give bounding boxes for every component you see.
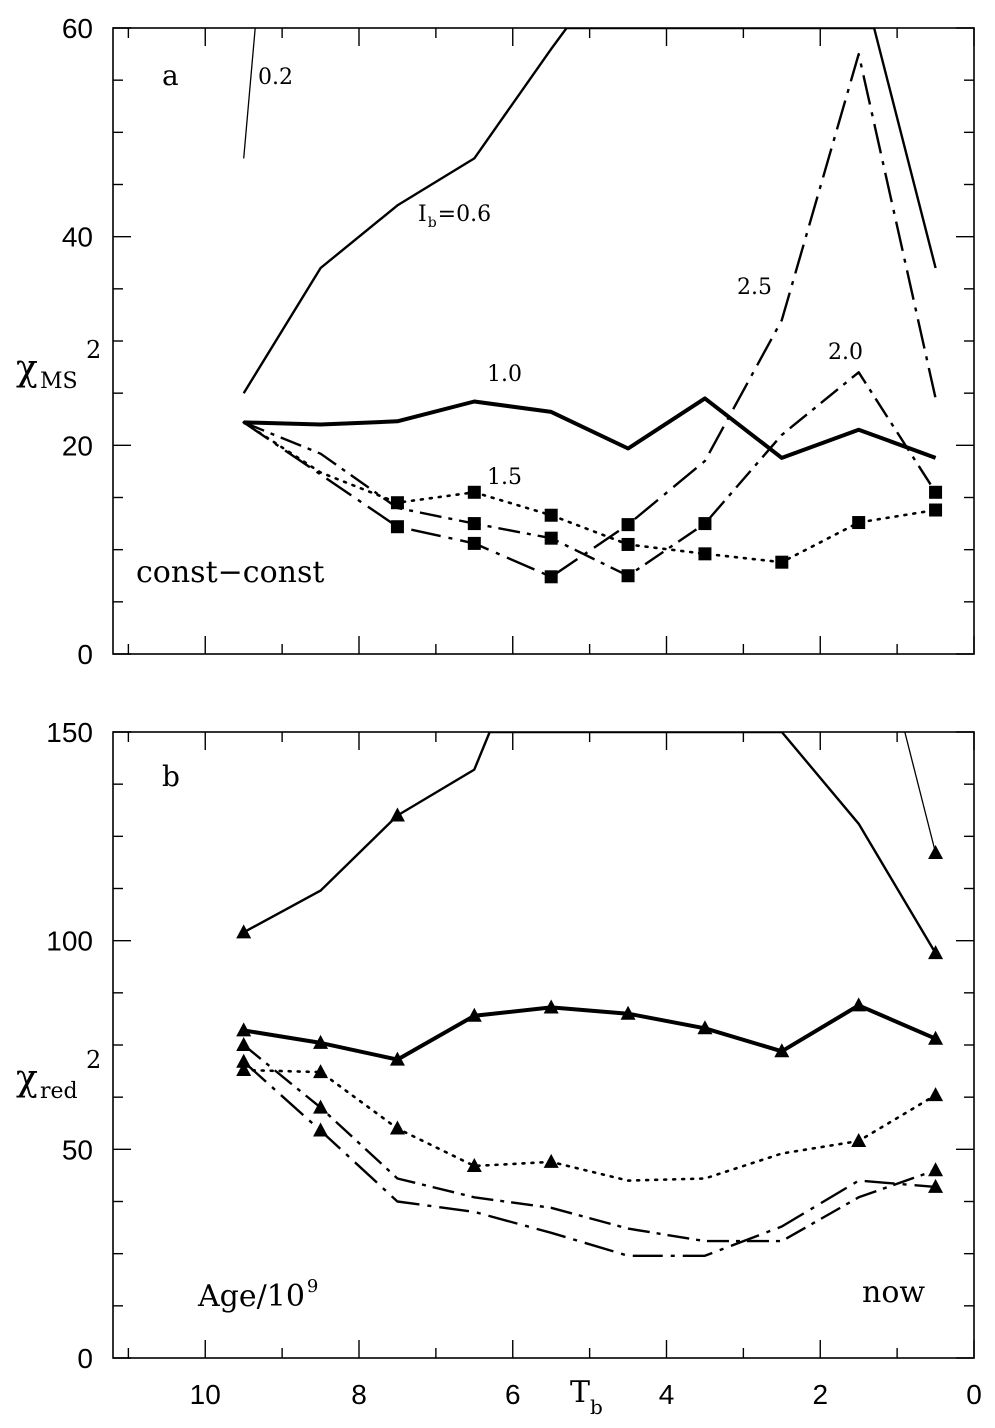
panel-label: a: [162, 59, 179, 92]
annotation-superscript: 9: [307, 1276, 318, 1297]
panel-label: b: [162, 760, 180, 793]
data-point-triangle: [313, 1034, 329, 1049]
y-tick-label: 60: [62, 13, 93, 44]
data-point-triangle: [697, 1020, 713, 1035]
y-tick-label: 40: [62, 222, 93, 253]
series-line-dashed: [242, 1044, 936, 1243]
y-axis-label-main: χ: [16, 1058, 38, 1099]
panel-a: 0 20 40 60 a χ MS 2 const−const 0.2 I b =0.6 1.0 1.5 2.…: [16, 13, 975, 670]
y-axis-label-sub: red: [40, 1079, 78, 1104]
series-line-solid: [243, 732, 937, 954]
series-line-dash-dot: [242, 1060, 936, 1258]
data-point-square: [390, 520, 404, 534]
data-point-triangle: [851, 997, 867, 1012]
data-point-square: [621, 569, 635, 583]
annotation-subscript: b: [428, 215, 437, 231]
data-point-square: [929, 485, 943, 499]
data-point-triangle: [389, 807, 405, 822]
data-point-square: [544, 570, 558, 584]
x-axis-label-main: T: [570, 1375, 590, 1410]
data-point-square: [698, 547, 712, 561]
data-point-triangle: [313, 1099, 329, 1114]
data-point-triangle: [236, 1037, 252, 1051]
data-point-square: [544, 508, 558, 522]
series-line-thin: [904, 732, 937, 854]
data-point-square: [852, 516, 866, 530]
x-axis-label-sub: b: [590, 1395, 603, 1419]
x-tick-label: 2: [812, 1379, 828, 1410]
series-group: [242, 732, 937, 1258]
x-tick-label: 10: [190, 1379, 221, 1410]
annotation-label: 2.0: [828, 340, 863, 365]
data-point-triangle: [466, 1158, 482, 1173]
annotation-label: 1.5: [487, 465, 522, 490]
annotation-label: 1.0: [487, 362, 522, 387]
panel-b: 0 50 100 150 10 8 6 4 2 0 b χ red 2 T b Age/10 9 now: [16, 717, 982, 1419]
data-point-square: [467, 485, 481, 499]
data-point-triangle: [543, 1153, 559, 1168]
series-group: [242, 28, 937, 578]
data-point-triangle: [466, 1007, 482, 1022]
data-point-triangle: [928, 1162, 944, 1177]
y-axis-label-sup: 2: [86, 336, 101, 364]
annotation-label: 0.2: [258, 65, 293, 90]
data-point-triangle: [928, 945, 944, 960]
data-point-triangle: [313, 1122, 329, 1137]
data-point-triangle: [236, 924, 252, 939]
data-point-triangle: [236, 1022, 252, 1037]
data-point-square: [390, 496, 404, 510]
data-point-triangle: [313, 1064, 329, 1079]
data-point-triangle: [389, 1120, 405, 1135]
x-tick-label: 4: [659, 1379, 675, 1410]
series-line-dash-dot: [243, 52, 937, 578]
data-point-triangle: [236, 1053, 252, 1068]
x-tick-label: 8: [351, 1379, 367, 1410]
data-point-triangle: [851, 1132, 867, 1147]
data-point-square: [621, 537, 635, 551]
data-point-triangle: [928, 845, 944, 860]
data-point-triangle: [928, 1178, 944, 1193]
y-tick-label: 0: [77, 1343, 93, 1374]
y-tick-label: 20: [62, 430, 93, 461]
data-point-triangle: [774, 1043, 790, 1058]
data-point-square: [467, 517, 481, 531]
series-line-dotted: [242, 1068, 937, 1182]
x-tick-label: 6: [505, 1379, 521, 1410]
x-tick-label: 0: [966, 1379, 982, 1410]
y-axis-label-sub: MS: [40, 369, 78, 394]
y-tick-label: 150: [46, 717, 93, 748]
y-tick-label: 0: [77, 639, 93, 670]
data-point-square: [544, 531, 558, 545]
data-point-triangle: [389, 1051, 405, 1066]
data-point-square: [698, 517, 712, 531]
data-point-square: [929, 503, 943, 517]
annotation-label: Age/10: [197, 1279, 305, 1314]
y-axis-label-sup: 2: [86, 1046, 101, 1074]
annotation-label: now: [862, 1275, 925, 1310]
data-point-square: [621, 518, 635, 532]
series-line-thick: [243, 1003, 937, 1062]
data-point-triangle: [236, 1062, 252, 1077]
series-line-solid: [242, 28, 937, 394]
data-point-triangle: [620, 1005, 636, 1020]
data-point-triangle: [928, 1087, 944, 1102]
y-tick-label: 100: [46, 926, 93, 957]
data-point-square: [467, 536, 481, 550]
data-point-square: [775, 555, 789, 569]
series-line-dotted: [242, 421, 937, 564]
y-tick-label: 50: [62, 1134, 93, 1165]
annotation-label: const−const: [136, 555, 324, 590]
data-point-triangle: [543, 999, 559, 1014]
series-line-thin: [243, 28, 256, 159]
data-point-triangle: [928, 1030, 944, 1045]
series-line-thick: [243, 396, 937, 460]
annotation-label: 2.5: [737, 275, 772, 300]
annotation-label-rest: =0.6: [438, 202, 491, 227]
y-axis-label-main: χ: [16, 348, 38, 389]
annotation-label: I: [418, 202, 427, 227]
series-line-dashed: [243, 371, 937, 577]
